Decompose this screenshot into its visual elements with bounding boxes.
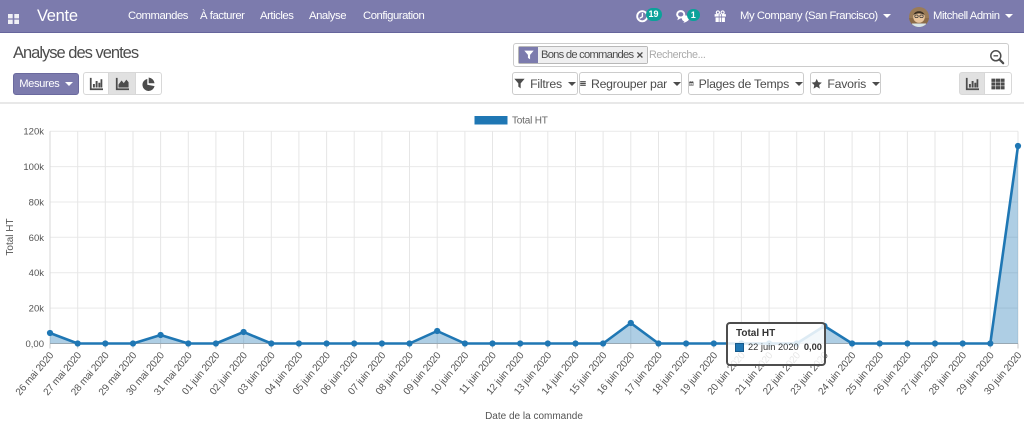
svg-text:0,00: 0,00 [26, 339, 45, 350]
svg-text:Total HT: Total HT [512, 116, 548, 127]
svg-text:100k: 100k [23, 162, 44, 173]
svg-text:60k: 60k [29, 233, 45, 244]
svg-text:20k: 20k [29, 304, 45, 315]
svg-text:Date de la commande: Date de la commande [485, 411, 583, 422]
svg-text:Total HT: Total HT [5, 218, 16, 255]
svg-text:40k: 40k [29, 268, 45, 279]
svg-text:120k: 120k [23, 127, 44, 138]
svg-text:80k: 80k [29, 198, 45, 209]
